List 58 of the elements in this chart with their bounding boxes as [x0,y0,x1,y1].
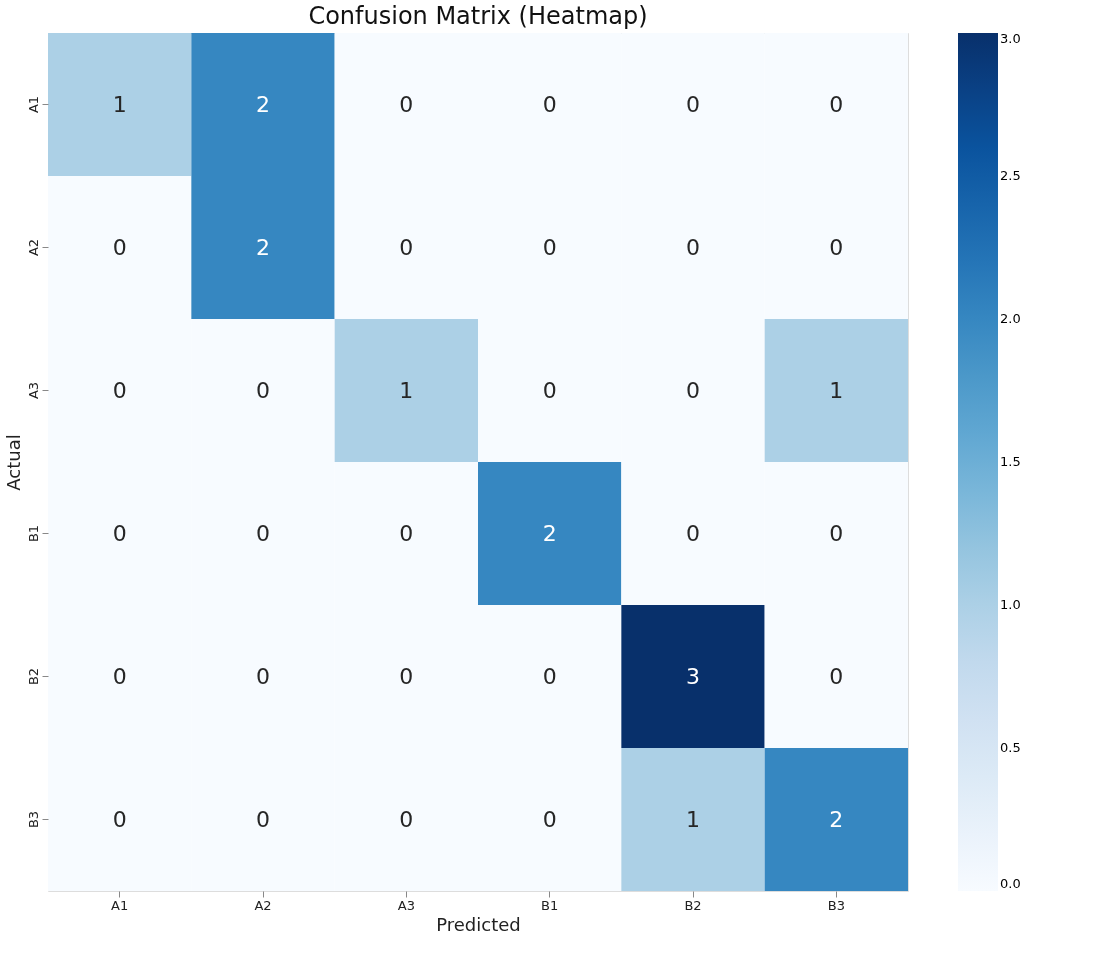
data-label: 2 [256,91,270,117]
y-axis-title: Actual [2,434,24,491]
data-label: 0 [542,91,557,117]
data-label: 0 [399,806,414,832]
color-bar-label: 2.5 [1000,168,1021,183]
color-bar-label: 1.5 [1000,454,1021,469]
data-label: 0 [112,663,127,689]
data-label: 0 [256,806,270,832]
data-label: 0 [256,663,270,689]
data-label: 0 [829,663,844,689]
data-label: 1 [829,377,844,403]
color-bar-label: 0.0 [1000,876,1021,891]
data-label: 0 [542,377,557,403]
x-tick-label: A1 [111,897,129,913]
data-label: 0 [686,520,700,546]
data-label: 3 [686,663,700,689]
data-label: 0 [686,377,700,403]
data-label: 0 [829,91,844,117]
chart-title: Confusion Matrix (Heatmap) [308,2,648,30]
data-label: 0 [542,663,557,689]
data-label: 0 [399,663,414,689]
data-label: 1 [399,377,414,403]
data-label: 2 [542,520,557,546]
y-tick-label: B1 [25,524,41,543]
data-label: 0 [399,520,414,546]
x-tick-label: A3 [397,897,415,913]
color-bar-label: 3.0 [1000,31,1021,46]
data-label: 0 [399,91,414,117]
data-label: 0 [256,520,270,546]
data-label: 2 [256,234,270,260]
color-bar-label: 0.5 [1000,740,1021,755]
data-label: 1 [112,91,127,117]
data-label: 0 [112,234,127,260]
data-label: 0 [686,234,700,260]
color-bar-label: 1.0 [1000,597,1021,612]
color-bar-label: 2.0 [1000,311,1021,326]
data-label: 0 [399,234,414,260]
y-tick-label: A2 [25,238,41,257]
data-label: 0 [542,806,557,832]
data-label: 0 [112,520,127,546]
data-label: 0 [686,91,700,117]
x-tick-label: B3 [827,897,845,913]
x-tick-label: B2 [684,897,702,913]
data-label: 1 [686,806,700,832]
data-label: 0 [542,234,557,260]
data-label: 0 [112,806,127,832]
data-label: 0 [256,377,270,403]
x-tick-label: B1 [541,897,559,913]
data-label: 0 [829,234,844,260]
x-axis-title: Predicted [436,913,521,935]
y-tick-label: A1 [25,95,41,114]
y-tick-label: B3 [25,810,41,829]
y-tick-label: B2 [25,667,41,686]
data-label: 0 [829,520,844,546]
data-label: 0 [112,377,127,403]
x-tick-label: A2 [254,897,272,913]
y-tick-label: A3 [25,381,41,400]
data-label: 2 [829,806,844,832]
